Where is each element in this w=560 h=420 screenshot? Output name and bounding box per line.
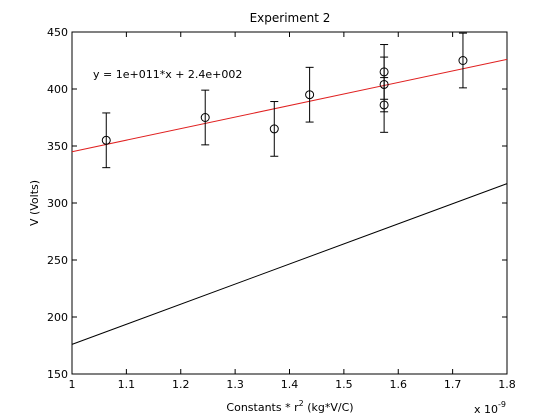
x-tick-label: 1.2 <box>172 378 190 391</box>
data-point <box>269 101 279 157</box>
data-marker <box>200 113 210 122</box>
x-tick-label: 1.5 <box>335 378 353 391</box>
x-tick-label: 1 <box>69 378 76 391</box>
data-point <box>305 66 315 123</box>
x-axis-label: Constants * r2 (kg*V/C) <box>226 399 353 414</box>
x-tick-label: 1.8 <box>498 378 516 391</box>
theory-line-black <box>71 183 508 345</box>
x-tick-label: 1.3 <box>226 378 244 391</box>
y-tick-label: 400 <box>47 83 68 96</box>
plot-area <box>71 31 508 375</box>
x-tick-label: 1.6 <box>390 378 408 391</box>
x-multiplier-exp: -9 <box>498 400 506 409</box>
x-axis-label-sup: 2 <box>299 399 304 408</box>
y-tick-label: 250 <box>47 254 68 267</box>
y-axis-label: V (Volts) <box>28 180 41 226</box>
data-marker <box>305 90 315 100</box>
data-points <box>101 32 468 169</box>
y-tick-label: 150 <box>47 368 68 381</box>
x-ticks: 1 1.1 1.2 1.3 1.4 1.5 1.6 1.7 1.8 <box>69 32 516 391</box>
data-marker <box>101 135 111 145</box>
data-point <box>379 44 389 100</box>
chart-title: Experiment 2 <box>250 11 331 25</box>
x-tick-label: 1.7 <box>444 378 462 391</box>
data-marker <box>458 56 468 65</box>
y-tick-label: 200 <box>47 311 68 324</box>
fit-line-red <box>71 58 508 153</box>
x-axis-label-main: Constants * r <box>226 401 299 414</box>
data-marker <box>269 124 279 134</box>
x-multiplier: x 10-9 <box>474 400 506 416</box>
y-ticks: 150 200 250 300 350 400 450 <box>47 26 507 381</box>
fit-equation: y = 1e+011*x + 2.4e+002 <box>93 68 242 81</box>
y-tick-label: 450 <box>47 26 68 39</box>
fit-lines <box>71 58 508 345</box>
x-axis-label-unit: (kg*V/C) <box>304 401 354 414</box>
data-point <box>200 89 210 146</box>
data-point <box>458 32 468 89</box>
data-point <box>101 112 111 169</box>
x-multiplier-base: x 10 <box>474 403 498 416</box>
y-tick-label: 350 <box>47 140 68 153</box>
x-tick-label: 1.1 <box>118 378 136 391</box>
x-tick-label: 1.4 <box>281 378 299 391</box>
y-tick-label: 300 <box>47 197 68 210</box>
data-marker <box>379 67 389 77</box>
